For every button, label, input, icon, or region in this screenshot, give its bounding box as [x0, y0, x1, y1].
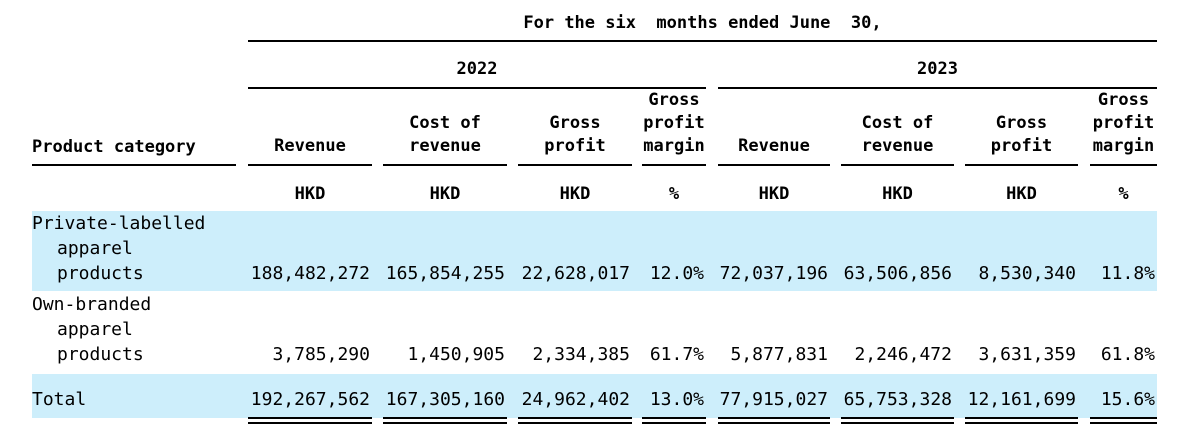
category-column-header: Product category: [32, 137, 196, 157]
table-cell-value: 61.8%: [1100, 344, 1155, 365]
column-header-rule: [383, 164, 507, 166]
table-cell-value: 192,267,562: [250, 389, 370, 410]
column-header-rule: [965, 164, 1078, 166]
total-double-underline: [1090, 417, 1157, 424]
table-cell-value: 3,631,359: [978, 344, 1076, 365]
table-cell-value: 13.0%: [649, 389, 704, 410]
table-cell-value: 165,854,255: [385, 263, 505, 284]
unit-label: %: [1118, 184, 1129, 204]
column-header-rule: [841, 164, 954, 166]
table-cell-value: 63,506,856: [843, 263, 952, 284]
table-cell-value: 167,305,160: [385, 389, 505, 410]
category-header-rule: [32, 164, 236, 166]
table-cell-value: 12,161,699: [967, 389, 1076, 410]
table-cell-value: 12.0%: [649, 263, 704, 284]
table-cell-value: 72,037,196: [719, 263, 828, 284]
year-2022-label: 2022: [456, 59, 498, 79]
table-cell-value: 15.6%: [1100, 389, 1155, 410]
column-header-rule: [518, 164, 632, 166]
column-header-2022-3-line2: margin: [643, 136, 705, 156]
year-2023-rule: [718, 87, 1157, 89]
total-double-underline: [518, 417, 632, 424]
column-header-rule: [718, 164, 830, 166]
table-cell-value: 24,962,402: [521, 389, 630, 410]
year-2023-label: 2023: [917, 59, 958, 79]
column-header-2022-1-line0: Cost of: [409, 113, 481, 133]
table-cell-value: 11.8%: [1100, 263, 1155, 284]
row-label-line: Own-branded: [32, 294, 152, 315]
row-label-line: Private-labelled: [32, 213, 206, 234]
table-cell-value: 5,877,831: [730, 344, 828, 365]
unit-label: HKD: [1006, 184, 1037, 204]
column-header-2023-2-line1: profit: [990, 136, 1053, 156]
total-double-underline: [718, 417, 830, 424]
total-double-underline: [248, 417, 372, 424]
row-label-line: Total: [32, 389, 87, 410]
unit-label: HKD: [758, 184, 790, 204]
unit-label: HKD: [429, 184, 461, 204]
row-label-line: apparel: [57, 238, 133, 259]
total-double-underline: [965, 417, 1078, 424]
row-label-line: products: [57, 263, 144, 284]
unit-label: %: [668, 184, 680, 204]
table-cell-value: 77,915,027: [719, 389, 828, 410]
column-header-2022-2-line0: Gross: [549, 113, 601, 133]
column-header-2022-1-line1: revenue: [409, 136, 481, 156]
table-cell-value: 1,450,905: [407, 344, 505, 365]
column-header-2023-0-line0: Revenue: [738, 136, 810, 156]
table-cell-value: 2,334,385: [532, 344, 630, 365]
row-highlight-total: [32, 374, 1157, 418]
period-heading-rule: [248, 40, 1157, 42]
table-cell-value: 61.7%: [649, 344, 704, 365]
total-double-underline: [383, 417, 507, 424]
column-header-2023-3-line0: Gross: [1097, 90, 1150, 110]
table-cell-value: 2,246,472: [854, 344, 952, 365]
column-header-2023-1-line0: Cost of: [861, 113, 934, 133]
row-highlight-private-labelled: [32, 211, 1157, 291]
column-header-2023-2-line0: Gross: [995, 113, 1048, 133]
period-heading: For the six months ended June 30,: [523, 13, 882, 33]
column-header-2023-3-line1: profit: [1092, 113, 1155, 133]
unit-label: HKD: [559, 184, 591, 204]
year-2022-rule: [248, 87, 706, 89]
column-header-rule: [642, 164, 706, 166]
unit-label: HKD: [882, 184, 913, 204]
row-label-line: apparel: [57, 319, 133, 340]
column-header-2022-2-line1: profit: [544, 136, 606, 156]
column-header-2023-1-line1: revenue: [861, 136, 934, 156]
column-header-2022-3-line1: profit: [643, 113, 705, 133]
table-cell-value: 65,753,328: [843, 389, 952, 410]
column-header-2022-0-line0: Revenue: [274, 136, 346, 156]
table-cell-value: 3,785,290: [272, 344, 370, 365]
column-header-2022-3-line0: Gross: [648, 90, 700, 110]
column-header-rule: [248, 164, 372, 166]
table-cell-value: 188,482,272: [250, 263, 370, 284]
table-cell-value: 8,530,340: [978, 263, 1076, 284]
column-header-2023-3-line2: margin: [1092, 136, 1155, 156]
row-label-line: products: [57, 344, 144, 365]
total-double-underline: [642, 417, 706, 424]
unit-label: HKD: [294, 184, 326, 204]
column-header-rule: [1090, 164, 1157, 166]
table-cell-value: 22,628,017: [521, 263, 630, 284]
total-double-underline: [841, 417, 954, 424]
